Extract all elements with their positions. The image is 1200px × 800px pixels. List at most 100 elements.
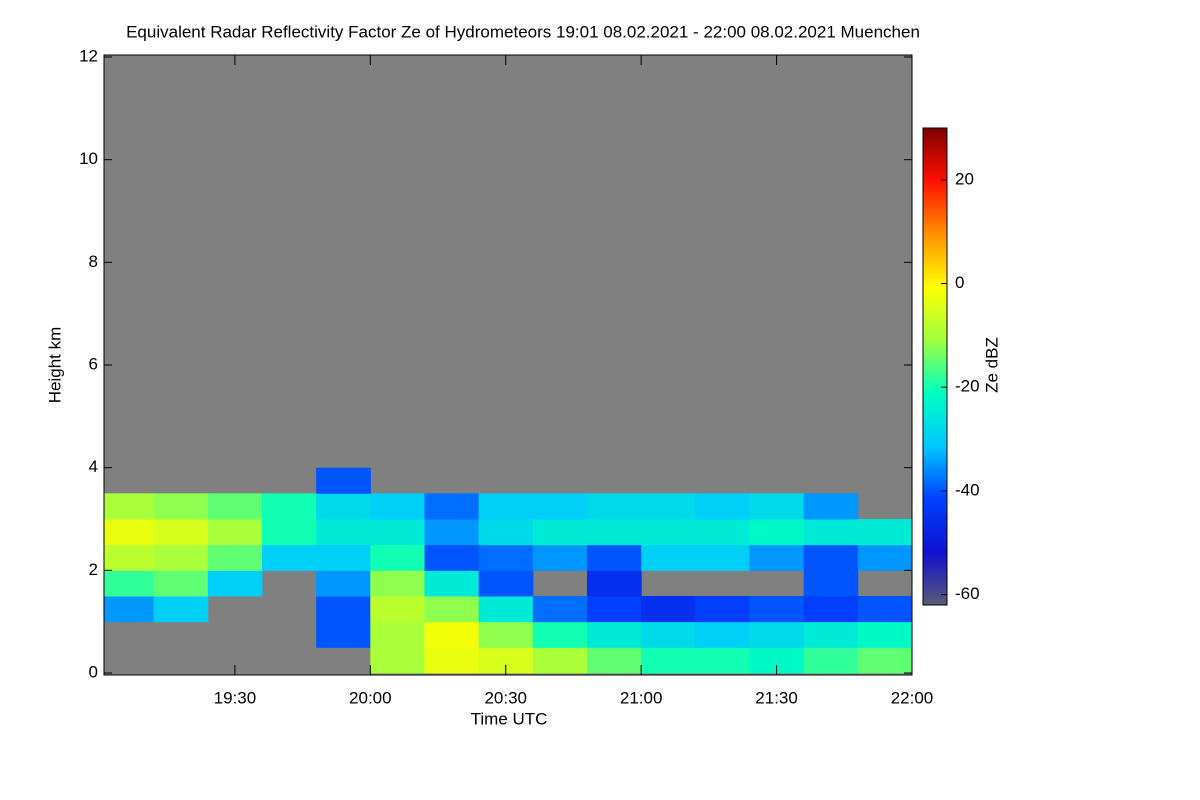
cell	[424, 493, 480, 520]
y-tick-label: 10	[79, 149, 98, 168]
cell	[207, 570, 263, 597]
cell	[207, 519, 263, 546]
colorbar-tick-label: -60	[955, 584, 980, 603]
cell	[857, 621, 913, 648]
cell	[857, 596, 913, 623]
cell	[641, 519, 696, 546]
cell	[695, 519, 750, 546]
x-tick-label: 22:00	[891, 688, 934, 707]
cell	[857, 544, 913, 571]
cell	[586, 570, 642, 597]
cell	[695, 544, 750, 571]
cell	[478, 544, 534, 571]
colorbar-label: Ze dBZ	[982, 337, 1001, 393]
cell	[424, 647, 480, 674]
x-axis-label: Time UTC	[471, 709, 548, 728]
cell	[478, 596, 534, 623]
cell	[532, 544, 588, 571]
cell	[316, 467, 371, 494]
cell	[532, 647, 588, 674]
cell	[695, 647, 750, 674]
cell	[370, 621, 425, 648]
colorbar-tick-label: 20	[955, 169, 974, 188]
chart-title: Equivalent Radar Reflectivity Factor Ze …	[126, 22, 920, 41]
cell	[532, 596, 588, 623]
cell	[641, 621, 696, 648]
colorbar	[922, 127, 948, 606]
x-tick-label: 20:30	[484, 688, 527, 707]
cell	[641, 544, 696, 571]
y-tick-label: 8	[89, 252, 98, 271]
cell	[424, 544, 480, 571]
cell	[424, 519, 480, 546]
cell	[695, 596, 750, 623]
cell	[104, 570, 155, 597]
x-tick-label: 20:00	[349, 688, 392, 707]
cell	[803, 596, 859, 623]
cell	[803, 621, 859, 648]
cell	[803, 544, 859, 571]
cell	[478, 570, 534, 597]
cell	[749, 493, 805, 520]
cell	[695, 621, 750, 648]
cell	[207, 493, 263, 520]
cell	[532, 493, 588, 520]
cell	[153, 544, 209, 571]
cell	[586, 544, 642, 571]
cell	[261, 544, 317, 571]
cell	[316, 596, 371, 623]
cell	[370, 519, 425, 546]
cell	[424, 596, 480, 623]
cell	[316, 570, 371, 597]
cell	[316, 621, 371, 648]
cell	[803, 647, 859, 674]
colorbar-tick-label: 0	[955, 273, 964, 292]
cell	[104, 544, 155, 571]
cell	[532, 519, 588, 546]
y-tick-label: 0	[89, 662, 98, 681]
cell	[316, 519, 371, 546]
cell	[641, 596, 696, 623]
cell	[586, 621, 642, 648]
cell	[749, 621, 805, 648]
cell	[370, 544, 425, 571]
cell	[153, 570, 209, 597]
cell	[749, 596, 805, 623]
cell	[261, 519, 317, 546]
cell	[104, 596, 155, 623]
colorbar-tick-label: -40	[955, 480, 980, 499]
cell	[478, 519, 534, 546]
y-tick-label: 2	[89, 560, 98, 579]
cell	[641, 493, 696, 520]
y-axis-label: Height km	[45, 327, 64, 404]
cell	[478, 621, 534, 648]
cell	[316, 493, 371, 520]
cell	[641, 647, 696, 674]
cell	[153, 596, 209, 623]
cell	[424, 570, 480, 597]
cell	[424, 621, 480, 648]
cell	[803, 570, 859, 597]
cell	[586, 519, 642, 546]
cell	[261, 493, 317, 520]
cell	[316, 544, 371, 571]
y-tick-label: 6	[89, 354, 98, 373]
cell	[207, 544, 263, 571]
cell	[370, 493, 425, 520]
cell	[104, 493, 155, 520]
cell	[749, 519, 805, 546]
cell	[803, 493, 859, 520]
cell	[857, 647, 913, 674]
cell	[370, 570, 425, 597]
cell	[532, 621, 588, 648]
cell	[153, 519, 209, 546]
y-tick-label: 12	[79, 46, 98, 65]
cell	[695, 493, 750, 520]
cell	[153, 493, 209, 520]
y-tick-label: 4	[89, 457, 98, 476]
cell	[803, 519, 859, 546]
x-tick-label: 21:00	[620, 688, 663, 707]
colorbar-tick-label: -20	[955, 377, 980, 396]
cell	[370, 596, 425, 623]
